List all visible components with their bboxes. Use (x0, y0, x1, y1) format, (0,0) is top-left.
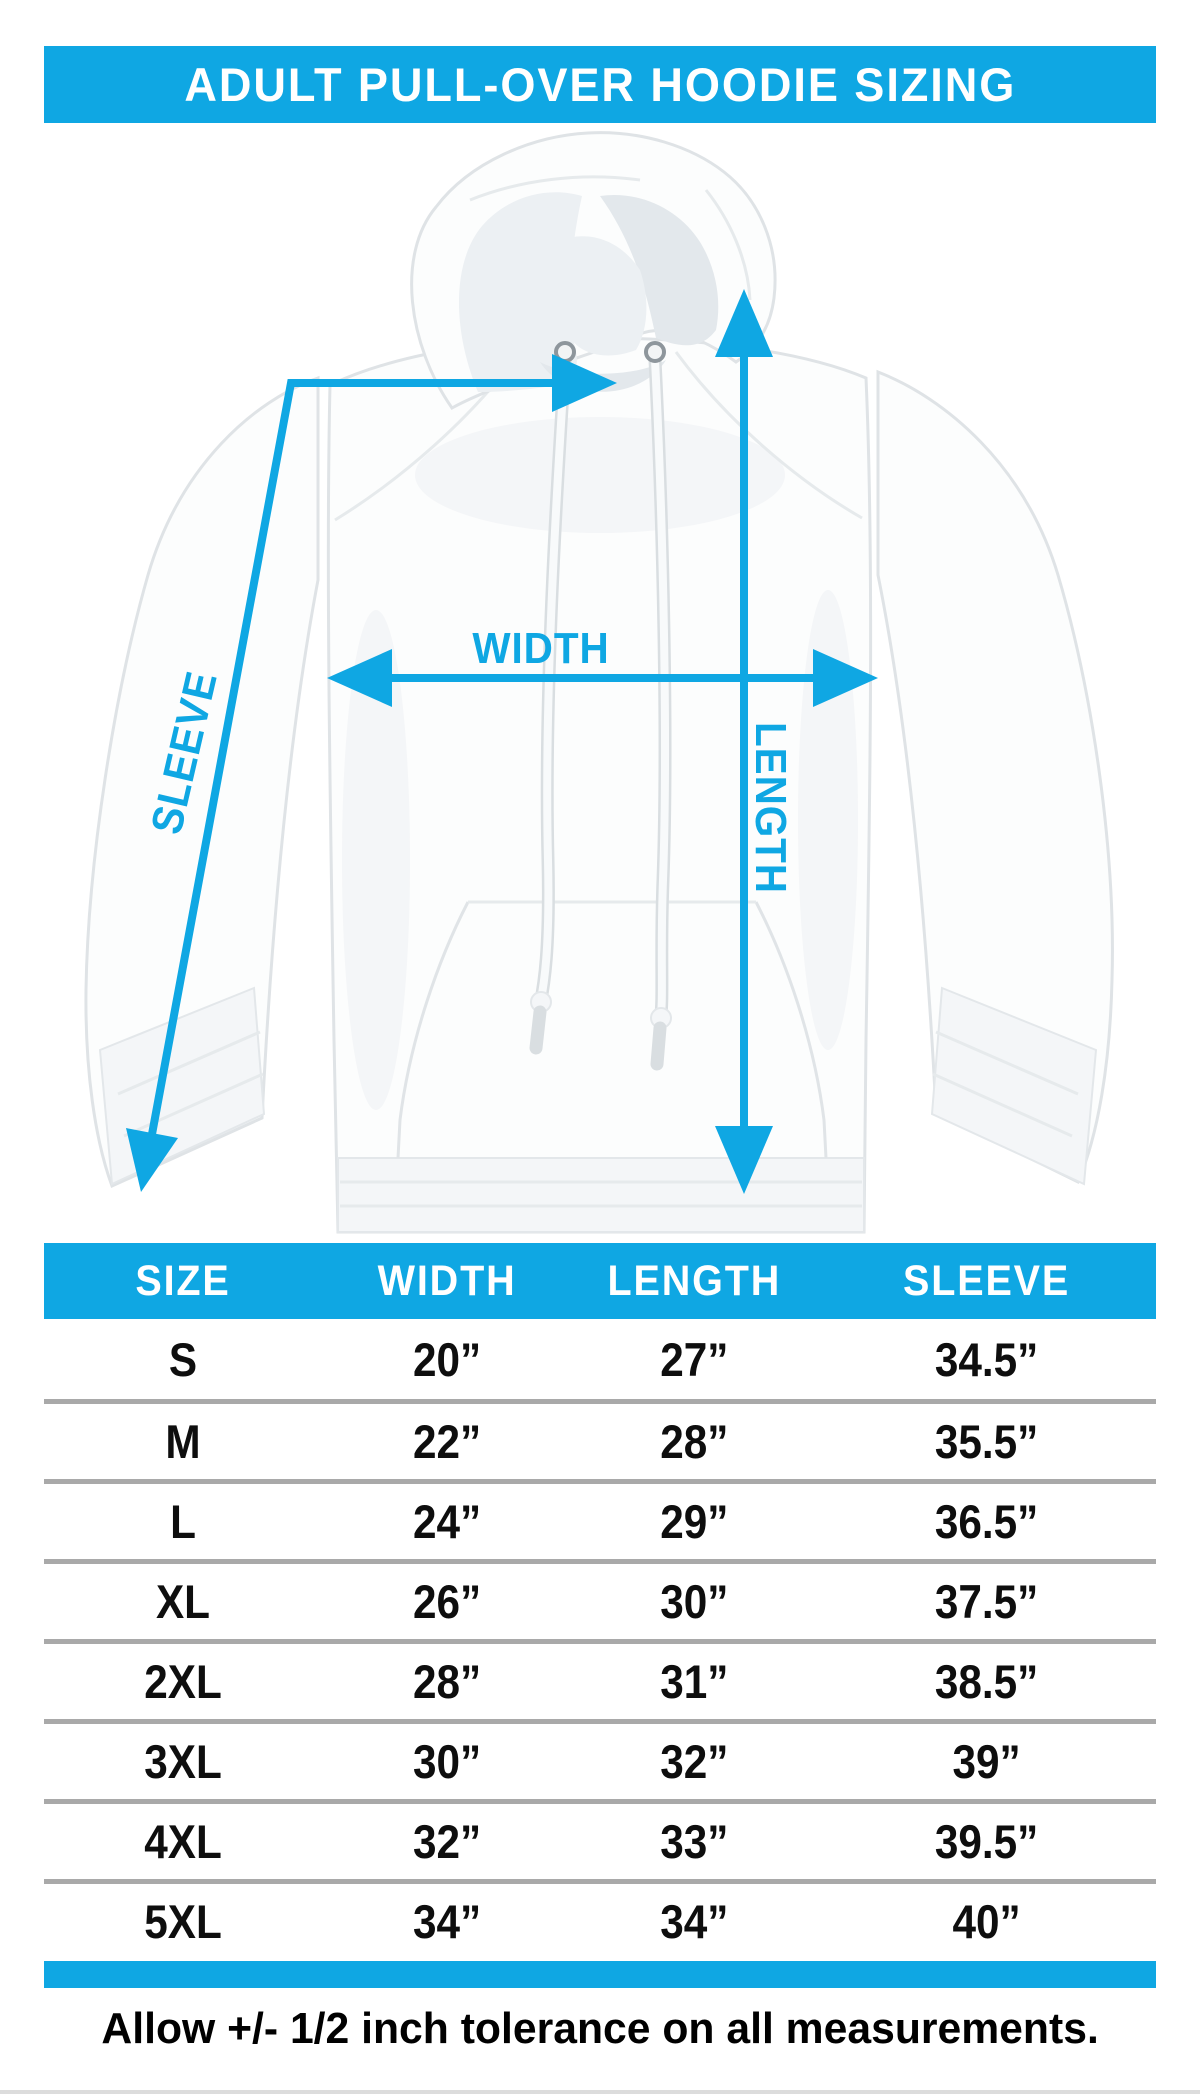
table-cell: 33” (660, 1815, 729, 1868)
right-eyelet (644, 341, 666, 363)
right-raglan-seam (674, 351, 863, 520)
table-cell: 24” (412, 1495, 482, 1548)
table-row: 3XL 30” 32” 39” (44, 1719, 1156, 1799)
table-cell: XL (155, 1575, 211, 1628)
table-cell: 40” (952, 1895, 1021, 1948)
table-cell: S (168, 1332, 198, 1386)
table-cell: 30” (412, 1735, 482, 1788)
right-sleeve (876, 369, 1114, 1185)
table-cell: 39” (952, 1735, 1021, 1788)
table-header-row: SIZE WIDTH LENGTH SLEEVE (44, 1243, 1156, 1319)
table-cell: 28” (660, 1415, 729, 1468)
left-sleeve (84, 375, 320, 1189)
table-cell: 32” (412, 1815, 482, 1868)
column-header-length: LENGTH (607, 1256, 782, 1305)
table-cell: 32” (660, 1735, 729, 1788)
column-header-width: WIDTH (377, 1256, 517, 1305)
table-row: S 20” 27” 34.5” (44, 1319, 1156, 1399)
width-label: WIDTH (472, 624, 610, 673)
table-cell: 3XL (144, 1735, 222, 1788)
tolerance-note: Allow +/- 1/2 inch tolerance on all meas… (0, 2004, 1200, 2054)
table-cell: 34” (660, 1895, 729, 1948)
column-header-sleeve: SLEEVE (902, 1256, 1070, 1305)
bottom-accent-bar (44, 1961, 1156, 1988)
tolerance-note-text: Allow +/- 1/2 inch tolerance on all meas… (101, 2004, 1099, 2053)
kangaroo-pocket (396, 900, 828, 1159)
drawstring-left (529, 353, 572, 1055)
hood-lining (458, 192, 582, 392)
page-title: ADULT PULL-OVER HOODIE SIZING (184, 58, 1016, 111)
table-cell: 5XL (144, 1895, 222, 1948)
length-label: LENGTH (746, 722, 795, 894)
table-cell: 35.5” (934, 1415, 1039, 1468)
hoodie-measurement-diagram (84, 131, 1114, 1234)
table-row: 2XL 28” 31” 38.5” (44, 1639, 1156, 1719)
table-cell: L (170, 1495, 196, 1548)
table-cell: 4XL (144, 1815, 222, 1868)
length-arrow (715, 289, 773, 1194)
table-row: L 24” 29” 36.5” (44, 1479, 1156, 1559)
table-cell: 36.5” (934, 1495, 1039, 1548)
hoodie-illustration (84, 131, 1114, 1234)
table-cell: 28” (412, 1655, 482, 1708)
table-cell: 26” (412, 1575, 482, 1628)
table-row: 5XL 34” 34” 40” (44, 1879, 1156, 1959)
table-cell: M (165, 1415, 201, 1468)
table-cell: 2XL (144, 1655, 222, 1708)
hem-band (337, 1157, 865, 1233)
width-arrow (327, 649, 878, 707)
bottom-hairline (0, 2090, 1200, 2094)
table-row: 4XL 32” 33” 39.5” (44, 1799, 1156, 1879)
table-cell: 39.5” (934, 1815, 1039, 1868)
table-cell: 20” (412, 1332, 482, 1386)
table-cell: 37.5” (934, 1575, 1039, 1628)
size-table: SIZE WIDTH LENGTH SLEEVE S 20” 27” 34.5”… (44, 1243, 1156, 1959)
drawstring-right (648, 353, 672, 1071)
table-cell: 22” (412, 1415, 482, 1468)
title-banner: ADULT PULL-OVER HOODIE SIZING (44, 46, 1156, 123)
table-cell: 38.5” (934, 1655, 1039, 1708)
table-row: XL 26” 30” 37.5” (44, 1559, 1156, 1639)
table-cell: 29” (660, 1495, 729, 1548)
sleeve-arrow (126, 354, 617, 1192)
hood (410, 131, 777, 410)
column-header-size: SIZE (135, 1256, 231, 1305)
right-cuff (930, 986, 1098, 1186)
table-cell: 31” (660, 1655, 729, 1708)
table-cell: 27” (660, 1332, 729, 1386)
table-cell: 30” (660, 1575, 729, 1628)
table-cell: 34.5” (934, 1332, 1039, 1386)
table-row: M 22” 28” 35.5” (44, 1399, 1156, 1479)
table-cell: 34” (412, 1895, 482, 1948)
